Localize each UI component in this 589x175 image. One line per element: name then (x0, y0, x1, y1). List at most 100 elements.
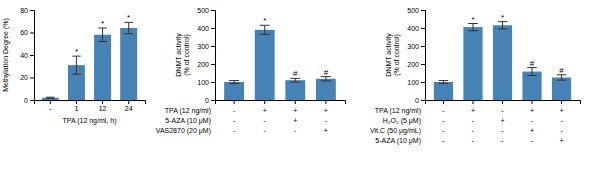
error-bar (439, 81, 449, 84)
tick-mark (30, 55, 34, 56)
tick: 40 (20, 52, 34, 59)
tick-mark (325, 100, 326, 104)
plot-area (42, 22, 137, 100)
row-sign: - (264, 127, 267, 134)
tick-mark (211, 82, 215, 83)
panel: 0100200300400500*##DNMT activity(% of co… (156, 7, 346, 135)
tick-label: 24 (125, 105, 133, 112)
row-sign: - (442, 107, 445, 114)
tick: 100 (407, 79, 425, 86)
tick-mark (561, 100, 562, 104)
row-sign: + (500, 117, 504, 124)
error-line (102, 28, 103, 42)
annotation: * (501, 13, 504, 22)
x-axis-title: TPA (12 ng/ml, h) (63, 117, 117, 125)
tick-mark (264, 100, 265, 104)
bar (493, 25, 512, 100)
bar (285, 80, 305, 100)
tick-mark (102, 100, 103, 104)
tick (295, 100, 296, 104)
tick: 0 (205, 97, 215, 104)
error-cap (229, 83, 239, 84)
row-label: TPA (12 ng/ml) (375, 107, 421, 115)
tick-mark (532, 100, 533, 104)
error-bar (290, 78, 300, 82)
panel: 0100200300400500**##DNMT activity(% of c… (370, 7, 580, 145)
tick-label: 500 (407, 7, 419, 14)
tick-label: 500 (197, 7, 209, 14)
y-axis: 020406080 (20, 7, 34, 104)
error-cap (527, 75, 537, 76)
row-sign: + (293, 117, 297, 124)
tick-mark (421, 82, 425, 83)
tick-label: 20 (20, 74, 28, 81)
row-sign: - (472, 127, 475, 134)
row-sign: + (263, 107, 267, 114)
error-line (128, 22, 129, 33)
tick: 0 (24, 97, 34, 104)
error-bar (557, 75, 567, 80)
tick-mark (421, 10, 425, 11)
row-label: 5-AZA (10 μM) (165, 117, 211, 125)
y-axis-title: Methylation Degree (%) (2, 18, 10, 92)
annotation: * (127, 13, 130, 22)
bar (255, 30, 275, 100)
tick-label: 400 (407, 25, 419, 32)
error-cap (46, 98, 54, 99)
y-axis: 0100200300400500 (407, 7, 425, 104)
tick-mark (421, 100, 425, 101)
error-line (264, 25, 265, 34)
row-sign: - (264, 117, 267, 124)
error-cap (124, 33, 132, 34)
tick-mark (76, 100, 77, 104)
row-sign: + (324, 107, 328, 114)
tick-label: - (49, 105, 52, 112)
error-cap (290, 82, 300, 83)
row-sign: - (233, 107, 236, 114)
tick: 500 (407, 7, 425, 14)
annotation: # (559, 66, 564, 75)
error-bar (124, 22, 132, 33)
tick-mark (421, 64, 425, 65)
error-cap (468, 30, 478, 31)
tick-label: 200 (197, 61, 209, 68)
bar (224, 82, 244, 100)
annotation: * (263, 16, 266, 25)
tick-label: 200 (407, 61, 419, 68)
plot-area (224, 25, 336, 100)
row-label: H₂O₂ (5 μM) (383, 117, 421, 125)
bar (316, 79, 336, 100)
tick-label: 80 (20, 7, 28, 14)
tick-mark (211, 46, 215, 47)
bar (463, 27, 482, 100)
error-bar (229, 81, 239, 84)
row-sign: - (442, 127, 445, 134)
y-axis-title: DNMT activity(% of control) (385, 33, 401, 77)
axis-line (35, 101, 146, 105)
row-sign: - (501, 127, 504, 134)
y-axis-title-line: DNMT activity (385, 33, 393, 77)
error-bar (468, 24, 478, 31)
tick-label: 0 (205, 97, 209, 104)
tick: 300 (197, 43, 215, 50)
bar (522, 72, 541, 100)
tick-mark (421, 28, 425, 29)
tick: 12 (99, 100, 107, 112)
error-cap (98, 41, 106, 42)
error-line (295, 78, 296, 82)
bar (552, 78, 571, 101)
tick-mark (502, 100, 503, 104)
row-sign: - (472, 117, 475, 124)
x-axis (216, 100, 346, 104)
tick-mark (211, 28, 215, 29)
axis-line (211, 11, 216, 101)
tick (561, 100, 562, 104)
tick-mark (30, 10, 34, 11)
row-sign: - (233, 127, 236, 134)
row-sign: - (325, 117, 328, 124)
axis-line (426, 101, 581, 105)
error-cap (46, 97, 54, 98)
figure: 020406080-11224***Methylation Degree (%)… (0, 0, 589, 175)
annotation: # (324, 68, 329, 77)
tick: 1 (74, 100, 78, 112)
